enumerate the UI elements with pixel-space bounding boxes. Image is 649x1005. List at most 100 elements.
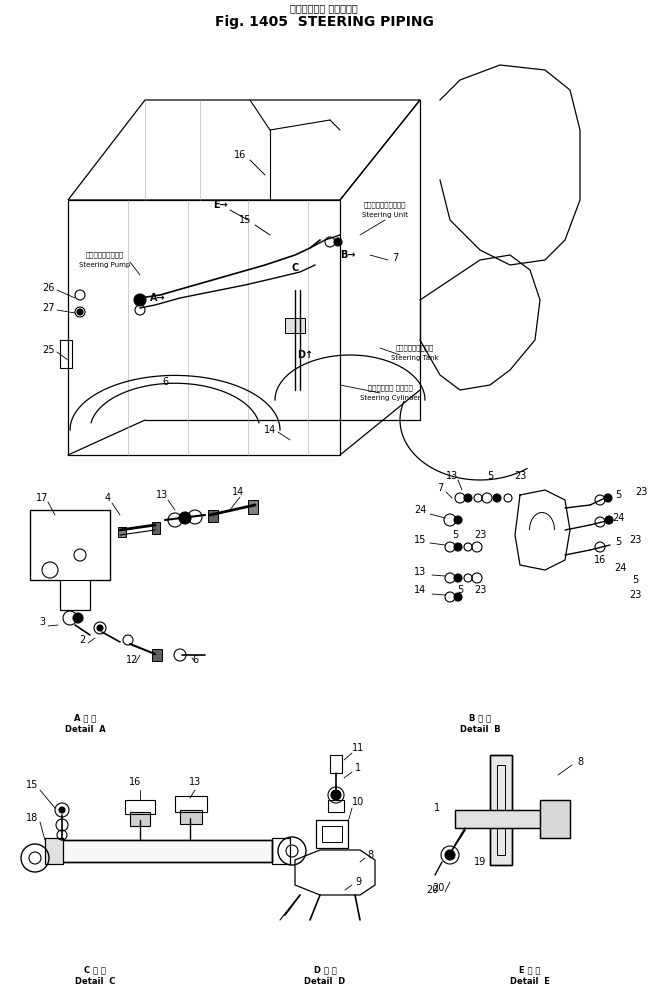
Text: C 詳 細: C 詳 細	[84, 966, 106, 975]
Text: 23: 23	[514, 471, 526, 481]
Text: 24: 24	[612, 513, 624, 523]
Bar	[130, 812, 150, 826]
Text: 16: 16	[234, 150, 246, 160]
Text: 15: 15	[414, 535, 426, 545]
Circle shape	[454, 593, 462, 601]
Text: 6: 6	[162, 377, 168, 387]
Circle shape	[604, 494, 612, 502]
Circle shape	[331, 790, 341, 800]
Text: 20: 20	[432, 883, 444, 893]
Circle shape	[134, 294, 146, 306]
Text: Detail  B: Detail B	[459, 726, 500, 735]
Text: 23: 23	[635, 487, 647, 497]
Text: 6: 6	[192, 655, 198, 665]
Text: 7: 7	[437, 483, 443, 493]
Text: 14: 14	[264, 425, 276, 435]
Text: 23: 23	[629, 535, 641, 545]
Bar	[490, 755, 512, 865]
Bar	[455, 810, 545, 828]
Bar	[497, 765, 505, 855]
Bar	[45, 838, 63, 864]
Text: 8: 8	[577, 757, 583, 767]
Bar	[248, 500, 258, 514]
Text: 5: 5	[457, 585, 463, 595]
Bar	[330, 755, 342, 773]
Text: 17: 17	[36, 493, 48, 502]
Text: 9: 9	[355, 877, 361, 887]
Text: ステアリングポンプ: ステアリングポンプ	[86, 251, 124, 258]
Bar	[316, 820, 348, 848]
Text: 13: 13	[446, 471, 458, 481]
Circle shape	[59, 807, 65, 813]
Circle shape	[454, 543, 462, 551]
Text: 13: 13	[414, 567, 426, 577]
Circle shape	[464, 494, 472, 502]
Text: 16: 16	[594, 555, 606, 565]
Bar	[455, 810, 545, 828]
Text: C: C	[291, 263, 299, 273]
Text: 3: 3	[39, 617, 45, 627]
Text: 4: 4	[105, 493, 111, 502]
Bar	[175, 796, 207, 812]
Text: 24: 24	[414, 505, 426, 515]
Bar	[125, 800, 155, 814]
Text: 5: 5	[615, 537, 621, 547]
Text: 5: 5	[615, 490, 621, 500]
Text: E→: E→	[213, 200, 227, 210]
Circle shape	[179, 512, 191, 524]
Text: 14: 14	[414, 585, 426, 595]
Text: 15: 15	[239, 215, 251, 225]
Text: 25: 25	[42, 345, 55, 355]
Bar	[540, 800, 570, 838]
Text: E 詳 細: E 詳 細	[519, 966, 541, 975]
Circle shape	[77, 309, 83, 315]
Text: 5: 5	[632, 575, 638, 585]
Bar	[180, 810, 202, 824]
Bar	[62, 840, 272, 862]
Text: 7: 7	[392, 253, 398, 263]
Bar	[62, 840, 272, 862]
Text: 13: 13	[189, 777, 201, 787]
Text: 2: 2	[79, 635, 85, 645]
Text: 23: 23	[629, 590, 641, 600]
Text: 27: 27	[42, 303, 55, 313]
Text: 23: 23	[474, 585, 486, 595]
Text: 12: 12	[126, 655, 138, 665]
Bar	[60, 340, 72, 368]
Text: Steering Pump: Steering Pump	[79, 262, 130, 268]
Text: 5: 5	[452, 530, 458, 540]
Text: 23: 23	[474, 530, 486, 540]
Text: 18: 18	[26, 813, 38, 823]
Bar	[272, 838, 290, 864]
Bar	[322, 826, 342, 842]
Bar	[118, 527, 126, 537]
Text: 26: 26	[43, 283, 55, 293]
Text: A 詳 細: A 詳 細	[74, 714, 96, 723]
Circle shape	[454, 516, 462, 524]
Text: 13: 13	[156, 490, 168, 500]
Text: D↑: D↑	[297, 350, 313, 360]
Text: ステアリング シリンダ: ステアリング シリンダ	[367, 385, 412, 391]
Text: Fig. 1405  STEERING PIPING: Fig. 1405 STEERING PIPING	[215, 15, 434, 29]
Bar	[328, 800, 344, 812]
Bar	[490, 755, 512, 865]
Text: Steering Cylinder: Steering Cylinder	[360, 395, 421, 401]
Text: 14: 14	[232, 487, 244, 497]
Text: A→: A→	[150, 293, 165, 303]
Text: D 詳 細: D 詳 細	[313, 966, 336, 975]
Bar	[30, 510, 110, 580]
Text: 16: 16	[129, 777, 141, 787]
Text: Detail  D: Detail D	[304, 978, 346, 987]
Text: Detail  A: Detail A	[65, 726, 105, 735]
Text: Detail  C: Detail C	[75, 978, 115, 987]
Text: 19: 19	[474, 857, 486, 867]
Circle shape	[334, 238, 342, 246]
Circle shape	[493, 494, 501, 502]
Text: ステアリングタンク: ステアリングタンク	[396, 345, 434, 352]
Text: 11: 11	[352, 743, 364, 753]
Text: 10: 10	[352, 797, 364, 807]
Circle shape	[97, 625, 103, 631]
Bar	[152, 522, 160, 534]
Text: Detail  E: Detail E	[510, 978, 550, 987]
Circle shape	[454, 574, 462, 582]
